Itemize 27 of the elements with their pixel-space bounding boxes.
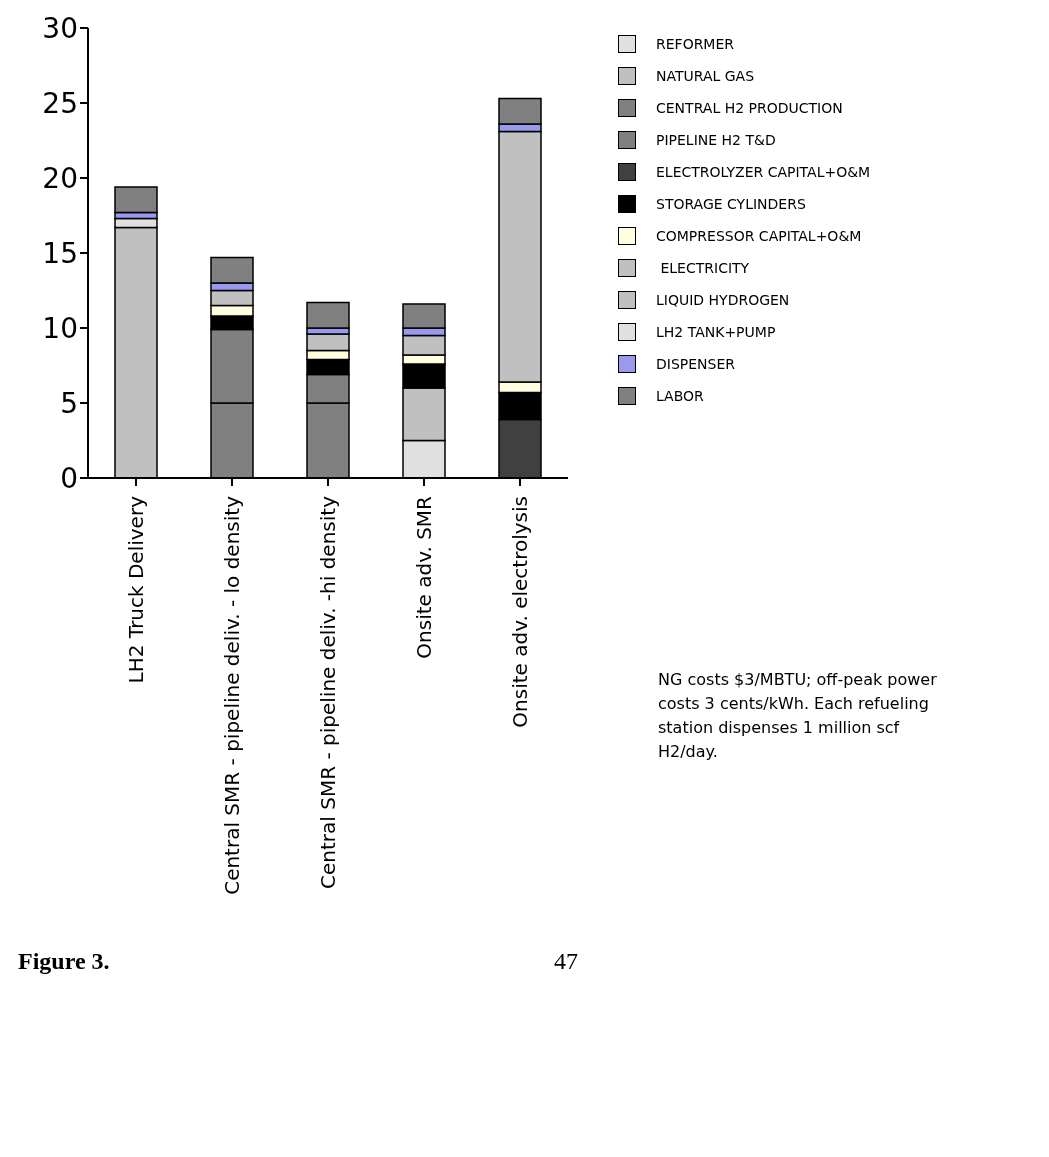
- text: 47: [554, 948, 578, 975]
- legend-label: ELECTRICITY: [659, 260, 750, 276]
- legend-label: NATURAL GAS: [656, 68, 755, 84]
- x-tick-label: Onsite adv. electrolysis: [508, 496, 532, 728]
- y-tick-label: 15: [42, 236, 78, 270]
- x-tick-label: LH2 Truck Delivery: [124, 495, 148, 684]
- x-tick-label: Onsite adv. SMR: [412, 495, 436, 659]
- legend-label: LABOR: [656, 388, 704, 404]
- legend-label: LH2 TANK+PUMP: [656, 324, 776, 340]
- y-tick-label: 10: [42, 311, 78, 345]
- text: NG costs $3/MBTU; off-peak power costs 3 cents/kWh. Each refueling station dispenses 1 million scf H2/day.: [658, 669, 938, 763]
- legend-label: STORAGE CYLINDERS: [656, 196, 806, 212]
- y-tick-label: 5: [60, 386, 78, 420]
- y-tick-label: 20: [42, 161, 78, 195]
- legend-label: COMPRESSOR CAPITAL+O&M: [656, 228, 862, 244]
- y-tick-label: 25: [42, 86, 78, 120]
- y-tick-label: 30: [42, 11, 78, 45]
- legend-label: CENTRAL H2 PRODUCTION: [656, 100, 843, 116]
- legend-label: DISPENSER: [656, 356, 736, 372]
- x-tick-label: Central SMR - pipeline deliv. -hi density: [316, 495, 340, 889]
- y-tick-label: 0: [60, 461, 78, 495]
- legend-label: REFORMER: [656, 36, 735, 52]
- caption: Figure 3.: [18, 948, 110, 975]
- legend-label: ELECTROLYZER CAPITAL+O&M: [656, 164, 871, 180]
- legend-label: PIPELINE H2 T&D: [656, 132, 776, 148]
- x-tick-label: Central SMR - pipeline deliv. - lo density: [220, 495, 244, 895]
- legend-label: LIQUID HYDROGEN: [656, 292, 790, 308]
